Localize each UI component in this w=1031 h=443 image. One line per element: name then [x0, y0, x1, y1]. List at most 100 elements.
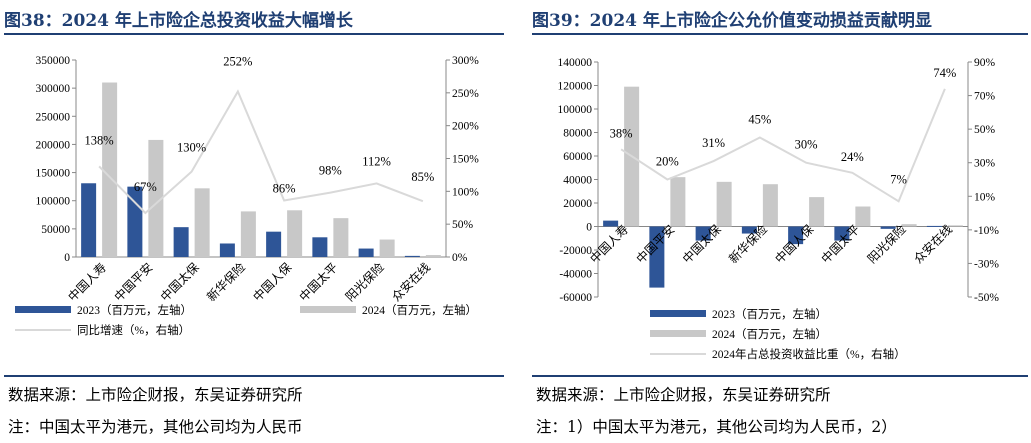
- bar-2023: [788, 226, 804, 245]
- bar-2024: [716, 181, 732, 227]
- y-tick-label: 200000: [36, 139, 71, 151]
- y2-tick-label: 10%: [974, 191, 996, 203]
- y-tick-label: 350000: [36, 55, 71, 67]
- legend-swatch-2023: [650, 310, 706, 317]
- y2-tick-label: 30%: [974, 158, 996, 170]
- note-text: 注：中国太平为港元，其他公司均为人民币: [8, 418, 303, 436]
- line-data-label: 112%: [362, 154, 391, 168]
- y-tick-label: 0: [586, 222, 592, 234]
- y2-tick-label: -30%: [974, 258, 999, 270]
- y-tick-label: 80000: [563, 128, 592, 140]
- bar-2023: [127, 186, 143, 257]
- legend-label-line: 同比增速（%，右轴）: [77, 323, 190, 337]
- bar-2024: [287, 210, 303, 257]
- y-tick-label: 60000: [563, 151, 592, 163]
- line-series: [98, 89, 424, 215]
- y-tick-label: 250000: [36, 111, 71, 123]
- bar-2023: [404, 255, 420, 257]
- category-label: 新华保险: [203, 260, 248, 305]
- bar-2024: [670, 177, 686, 227]
- line-data-label: 24%: [841, 150, 864, 164]
- y-tick-label: 40000: [563, 175, 592, 187]
- title-rule: [4, 33, 504, 35]
- line-data-label: 74%: [933, 66, 956, 80]
- line-data-label: 20%: [656, 155, 679, 169]
- bar-2023: [880, 226, 896, 229]
- category-label: 阳光保险: [342, 260, 387, 305]
- bar-2023: [926, 225, 942, 227]
- y-tick-label: 150000: [36, 168, 71, 180]
- line-data-label: 85%: [411, 170, 434, 184]
- line-data-label: 31%: [702, 136, 725, 150]
- bar-2023: [358, 248, 374, 257]
- chart-panel-38: 图38：2024 年上市险企总投资收益大幅增长 0 50000 100000 1500…: [0, 0, 512, 443]
- y-tick-label: 100000: [36, 196, 71, 208]
- category-label: 中国太平: [296, 260, 341, 305]
- chart-38-svg: 0 50000 100000 150000 200000 250000 300000 3500…: [15, 55, 479, 337]
- legend-label-2024: 2024（百万元，左轴）: [362, 303, 477, 317]
- bar-2023: [649, 226, 665, 288]
- y-tick-label: 140000: [558, 57, 593, 69]
- bar-2023: [312, 237, 328, 257]
- chart-title: 图38：2024 年上市险企总投资收益大幅增长: [4, 11, 353, 31]
- source-rule: [4, 375, 504, 377]
- bar-2024: [194, 188, 210, 257]
- y2-tick-label: 100%: [452, 186, 479, 198]
- title-rule: [532, 33, 1028, 35]
- line-data-label: 45%: [748, 113, 771, 127]
- legend-label-2023: 2023（百万元，左轴）: [77, 303, 192, 317]
- y-tick-label: 0: [64, 252, 70, 264]
- legend-swatch-2023: [15, 306, 71, 313]
- y-tick-label: -60000: [559, 292, 592, 304]
- legend-label-line: 2024年占总投资收益比重（%，右轴）: [712, 347, 906, 361]
- y2-tick-label: -50%: [974, 292, 999, 304]
- category-label: 中国人寿: [587, 222, 632, 267]
- y2-tick-label: 200%: [452, 121, 479, 133]
- category-label: 众安在线: [910, 222, 955, 267]
- legend-label-2023: 2023（百万元，左轴）: [712, 307, 827, 321]
- legend-swatch-2024: [650, 330, 706, 337]
- y-tick-label: 100000: [558, 104, 593, 116]
- y2-tick-label: 250%: [452, 88, 479, 100]
- category-label: 众安在线: [388, 260, 433, 305]
- bar-2023: [695, 226, 711, 241]
- legend-label-2024: 2024（百万元，左轴）: [712, 327, 827, 341]
- y-tick-label: 120000: [558, 81, 593, 93]
- y-tick-label: 50000: [41, 224, 70, 236]
- bar-2024: [379, 239, 395, 257]
- y2-tick-label: 50%: [452, 219, 474, 231]
- category-label: 中国人保: [250, 260, 295, 305]
- line-data-label: 252%: [223, 55, 252, 69]
- y-tick-label: -20000: [559, 245, 592, 257]
- category-label: 中国太保: [157, 260, 202, 305]
- line-data-label: 138%: [85, 133, 114, 147]
- bar-2024: [809, 197, 825, 227]
- line-data-label: 7%: [890, 172, 907, 186]
- category-label: 中国人寿: [65, 260, 110, 305]
- y2-tick-label: 300%: [452, 55, 479, 67]
- bar-2023: [81, 183, 97, 257]
- y2-tick-label: -10%: [974, 225, 999, 237]
- bar-2023: [219, 243, 235, 257]
- y2-tick-label: 150%: [452, 154, 479, 166]
- bar-2024: [240, 211, 256, 257]
- category-label: 中国平安: [111, 260, 156, 305]
- line-data-label: 30%: [795, 138, 818, 152]
- y2-tick-label: 90%: [974, 57, 996, 69]
- y-tick-label: 20000: [563, 198, 592, 210]
- y-tick-label: 300000: [36, 83, 71, 95]
- bar-2024: [425, 255, 441, 257]
- y2-tick-label: 50%: [974, 124, 996, 136]
- line-data-label: 67%: [134, 180, 157, 194]
- line-data-label: 98%: [319, 164, 342, 178]
- bar-2023: [834, 226, 850, 241]
- note-text: 注：1）中国太平为港元，其他公司均为人民币，2）: [536, 418, 897, 436]
- bar-2024: [762, 184, 778, 227]
- chart-panel-39: 图39：2024 年上市险企公允价值变动损益贡献明显 -60000 -40000-…: [528, 0, 1031, 443]
- source-text: 数据来源：上市险企财报，东吴证券研究所: [8, 386, 303, 404]
- line-data-label: 86%: [273, 182, 296, 196]
- bar-2024: [947, 225, 963, 227]
- bar-2024: [855, 206, 871, 227]
- bar-2024: [148, 139, 164, 257]
- source-rule: [532, 375, 1028, 377]
